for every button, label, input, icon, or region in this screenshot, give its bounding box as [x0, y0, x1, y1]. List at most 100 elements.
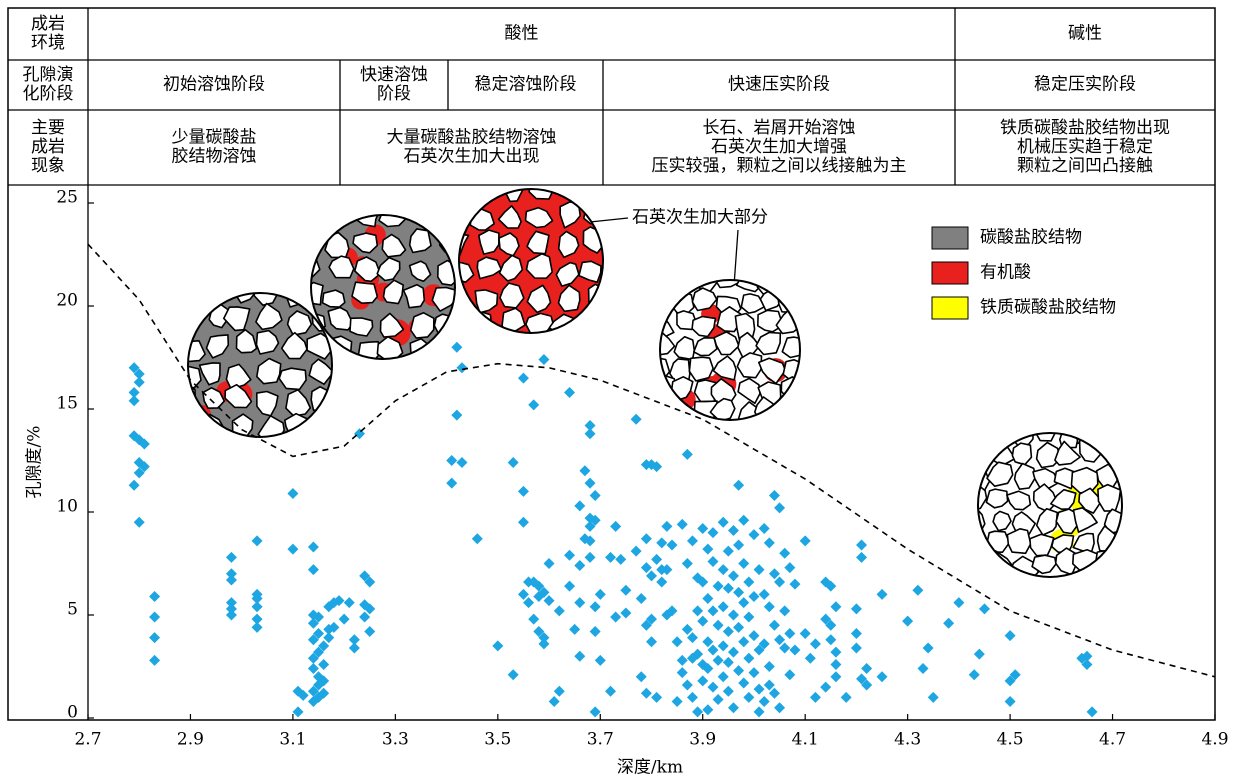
data-point	[753, 706, 765, 718]
grain	[755, 331, 782, 356]
data-point	[727, 702, 739, 714]
grain	[1006, 527, 1032, 555]
grain	[321, 289, 346, 308]
data-point	[569, 623, 581, 635]
data-point	[1004, 630, 1016, 642]
data-point	[830, 658, 842, 670]
data-point	[133, 516, 145, 528]
table-cell-text: 成岩	[31, 14, 65, 34]
grain	[280, 331, 308, 360]
thin-section	[978, 433, 1122, 577]
grain	[381, 233, 407, 258]
data-point	[451, 409, 463, 421]
grain	[408, 260, 432, 283]
grain	[978, 433, 990, 443]
data-point	[681, 558, 693, 569]
data-point	[733, 539, 745, 551]
grain	[459, 261, 475, 284]
data-point	[133, 467, 145, 479]
data-point	[738, 597, 750, 609]
data-point	[743, 576, 755, 588]
table-cell-text: 大量碳酸盐胶结物溶蚀	[387, 128, 557, 148]
x-tick-label: 3.3	[382, 730, 409, 750]
grain	[978, 529, 987, 558]
grain	[1006, 490, 1032, 511]
data-point	[128, 395, 140, 407]
grain	[1013, 462, 1037, 491]
grain	[330, 215, 354, 226]
data-point	[712, 619, 724, 631]
data-point	[251, 593, 263, 605]
grain	[660, 332, 676, 357]
y-axis-label: 孔隙度/%	[25, 426, 45, 499]
grain	[1078, 487, 1103, 514]
grain	[308, 358, 332, 386]
table-cell-text: 机械压实趋于稳定	[1017, 137, 1153, 157]
data-point	[681, 679, 693, 691]
data-point	[307, 564, 319, 576]
grain	[580, 189, 603, 200]
data-point	[456, 457, 468, 469]
thin-section-outline	[187, 292, 333, 438]
data-point	[333, 595, 345, 607]
data-point	[251, 613, 263, 625]
data-point	[528, 613, 540, 625]
data-point	[727, 646, 739, 658]
data-point	[594, 654, 606, 666]
legend-label: 碳酸盐胶结物	[980, 228, 1082, 248]
data-point	[528, 399, 540, 411]
data-point	[543, 558, 555, 569]
data-point	[702, 636, 714, 648]
x-tick-label: 3.9	[689, 730, 716, 750]
grain	[688, 356, 714, 382]
data-point	[922, 642, 934, 654]
grain	[1011, 442, 1033, 466]
data-point	[251, 621, 263, 633]
data-point	[589, 706, 601, 718]
data-point	[620, 607, 632, 619]
data-point	[768, 619, 780, 631]
data-point	[784, 628, 796, 640]
grain	[474, 189, 500, 200]
grain	[311, 228, 322, 252]
thin-section	[459, 189, 603, 333]
grain	[1072, 506, 1098, 533]
x-tick-label: 4.7	[1099, 730, 1126, 750]
data-point	[850, 642, 862, 654]
grain	[992, 510, 1012, 532]
data-point	[307, 541, 319, 553]
data-point	[138, 438, 150, 450]
data-point	[651, 691, 663, 703]
grain	[328, 255, 355, 279]
data-point	[507, 457, 519, 469]
data-point	[917, 663, 929, 675]
table-cell-text: 少量碳酸盐	[172, 128, 257, 148]
data-point	[738, 514, 750, 526]
data-point	[809, 691, 821, 703]
data-point	[646, 636, 657, 648]
data-point	[774, 634, 786, 646]
thin-section-outline	[977, 432, 1123, 578]
data-point	[717, 516, 729, 528]
y-tick-label: 10	[56, 497, 78, 517]
data-point	[978, 603, 990, 615]
data-point	[722, 545, 734, 557]
data-point	[753, 683, 765, 695]
data-point	[364, 603, 376, 615]
data-point	[620, 584, 632, 596]
data-point	[697, 675, 709, 687]
data-point	[517, 485, 529, 497]
grain	[978, 555, 995, 577]
data-point	[297, 689, 309, 701]
data-point	[523, 597, 535, 609]
data-point	[640, 619, 652, 631]
grain	[428, 338, 454, 359]
grain	[1070, 466, 1099, 494]
table-cell-text: 环境	[31, 33, 65, 53]
data-point	[686, 691, 698, 703]
data-point	[666, 539, 678, 551]
legend-swatch	[931, 296, 969, 320]
thin-section-outline	[458, 188, 604, 334]
data-point	[630, 545, 642, 557]
data-point	[676, 518, 688, 530]
